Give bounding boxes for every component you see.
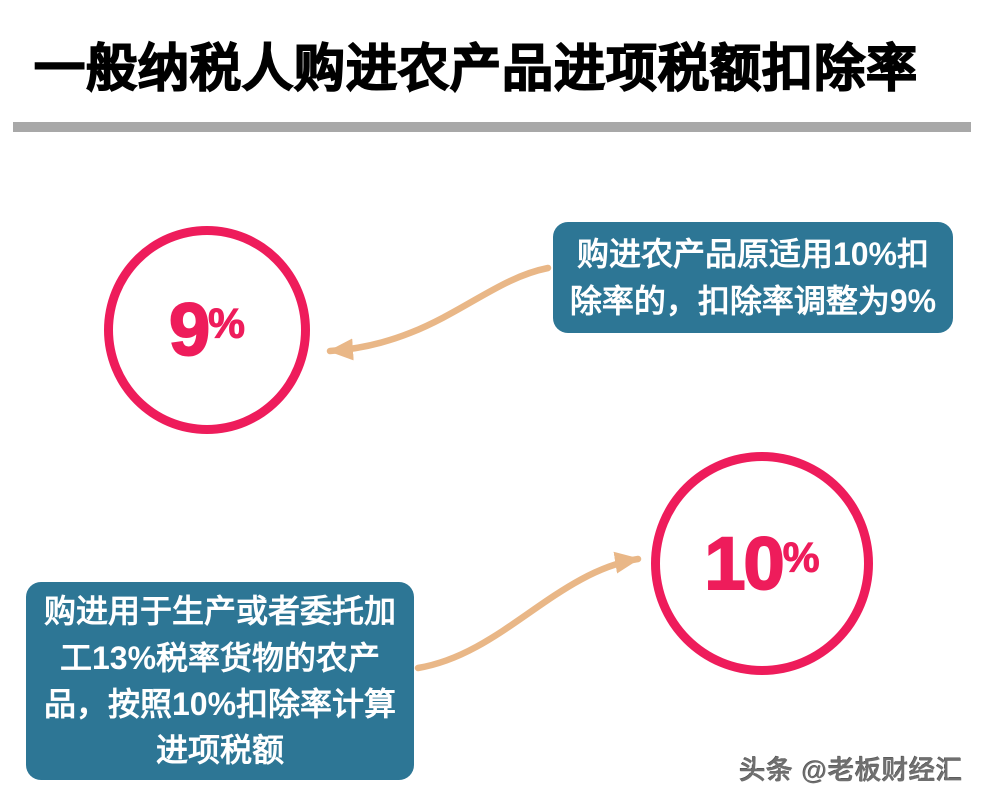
- callout-box-9: 购进农产品原适用10%扣 除率的，扣除率调整为9%: [553, 222, 953, 333]
- rate-9-unit: %: [208, 299, 246, 347]
- rate-circle-9: 9%: [104, 226, 310, 434]
- watermark: 头条 @老板财经汇: [739, 755, 963, 785]
- rate-9-value: 9: [168, 288, 211, 371]
- curved-arrow-to-10: [414, 551, 642, 672]
- rate-10-label: 10%: [703, 525, 820, 601]
- rate-10-unit: %: [782, 533, 820, 581]
- rate-10-value: 10: [703, 521, 785, 605]
- rate-9-label: 9%: [168, 292, 246, 368]
- title-underline: [13, 122, 971, 132]
- page-title: 一般纳税人购进农产品进项税额扣除率: [33, 39, 919, 98]
- callout-box-10: 购进用于生产或者委托加 工13%税率货物的农产 品，按照10%扣除率计算 进项税…: [26, 582, 414, 780]
- curved-arrow-to-9: [326, 264, 552, 361]
- callout-9-text: 购进农产品原适用10%扣 除率的，扣除率调整为9%: [569, 236, 937, 319]
- rate-circle-10: 10%: [651, 452, 873, 675]
- callout-10-text: 购进用于生产或者委托加 工13%税率货物的农产 品，按照10%扣除率计算 进项税…: [43, 593, 397, 769]
